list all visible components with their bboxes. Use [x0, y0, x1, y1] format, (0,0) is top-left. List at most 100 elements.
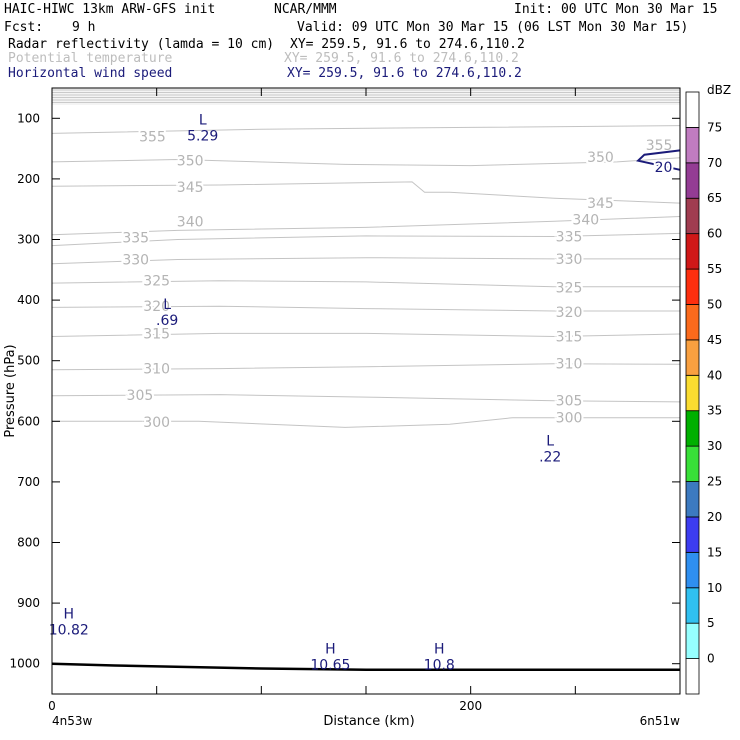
theta-contour-label: 350 [587, 150, 614, 166]
extrema-value: 10.65 [310, 657, 350, 673]
theta-contour-label: 315 [143, 326, 170, 342]
extrema-value: 10.82 [49, 622, 89, 638]
colorbar-bin [685, 445, 700, 482]
colorbar-bin [685, 658, 700, 695]
field-name-wind: Horizontal wind speed [8, 66, 173, 81]
y-tick-label: 500 [17, 354, 40, 368]
theta-contour-label: 330 [556, 252, 583, 268]
colorbar-bin [685, 551, 700, 589]
theta-contour-label: 355 [139, 129, 166, 145]
model-title: HAIC-HIWC 13km ARW-GFS init [4, 2, 216, 17]
theta-contour-label: 310 [143, 362, 170, 378]
organization: NCAR/MMM [274, 2, 337, 17]
theta-contour-label: 350 [177, 154, 204, 170]
colorbar-level-label: 15 [707, 545, 722, 559]
colorbar-bin [685, 304, 700, 341]
init-time: Init: 00 UTC Mon 30 Mar 15 [514, 2, 718, 17]
reflectivity-colorbar: 0 5 10 15 20 25 30 35 40 45 50 55 60 65 70 75 dBZ [685, 83, 731, 695]
extrema-value: .69 [156, 313, 178, 329]
colorbar-level-label: 70 [707, 156, 722, 170]
theta-contour-label: 330 [122, 252, 149, 268]
colorbar-level-label: 60 [707, 227, 722, 241]
forecast-label: Fcst: [4, 20, 44, 35]
theta-contour-330 [51, 257, 680, 265]
colorbar-bin [685, 516, 700, 553]
theta-contour-350 [51, 157, 681, 167]
low-marker: L [199, 112, 207, 128]
colorbar-bin [685, 481, 700, 518]
wind-speed-contours: 20 [636, 149, 681, 178]
x-tick-label: 200 [459, 699, 482, 713]
colorbar-bin [685, 91, 700, 128]
theta-contour-label: 345 [587, 196, 614, 212]
colorbar-level-label: 50 [707, 297, 722, 311]
field-name-theta: Potential temperature [8, 51, 173, 66]
colorbar-level-label: 45 [707, 333, 722, 347]
theta-contour-335 [51, 232, 681, 247]
extrema-value: 5.29 [187, 128, 218, 144]
wind-contour-20 [636, 149, 681, 171]
theta-contour-label: 320 [143, 299, 170, 315]
colorbar-bin [685, 127, 700, 164]
y-tick-label: 300 [17, 233, 40, 247]
y-axis: 100 200 300 400 500 600 700 800 900 1000 [9, 111, 680, 671]
theta-contour-label: 345 [177, 180, 204, 196]
colorbar-level-label: 30 [707, 439, 722, 453]
theta-contour-320 [51, 305, 680, 312]
colorbar-bin [685, 268, 700, 305]
y-tick-label: 400 [17, 293, 40, 307]
valid-time: Valid: 09 UTC Mon 30 Mar 15 (06 LST Mon … [297, 20, 689, 35]
theta-contour-345 [51, 181, 681, 204]
theta-contour-label: 340 [572, 213, 599, 229]
wind-contour-label: 20 [655, 160, 673, 176]
colorbar-level-label: 5 [707, 616, 715, 630]
colorbar-bin [685, 622, 700, 659]
y-tick-label: 1000 [9, 657, 40, 671]
theta-contour-label: 335 [122, 231, 149, 247]
colorbar-bin [685, 197, 700, 235]
field-xy-reflectivity: XY= 259.5, 91.6 to 274.6,110.2 [290, 37, 525, 52]
colorbar-level-label: 20 [707, 510, 722, 524]
theta-contour-label: 300 [143, 415, 170, 431]
terrain-surface-line [51, 662, 680, 672]
theta-contour-355 [51, 125, 681, 134]
colorbar-bin [685, 374, 700, 412]
extrema-value: 10.8 [424, 657, 455, 673]
theta-contour-label: 315 [556, 329, 583, 345]
colorbar-unit: dBZ [707, 83, 731, 97]
theta-contour-label: 300 [556, 411, 583, 427]
high-marker: H [434, 641, 445, 657]
colorbar-level-label: 75 [707, 120, 722, 134]
theta-contour-305 [51, 394, 681, 403]
y-tick-label: 700 [17, 475, 40, 489]
extrema-value: .22 [539, 450, 561, 466]
theta-contour-label: 335 [556, 229, 583, 245]
theta-contour-label: 320 [556, 305, 583, 321]
colorbar-bin [685, 587, 700, 624]
theta-contour-340 [51, 216, 681, 236]
theta-contour-label: 325 [556, 280, 583, 296]
colorbar-level-label: 65 [707, 191, 722, 205]
theta-contour-label: 340 [177, 214, 204, 230]
x-end-location-label: 6n51w [640, 714, 681, 728]
colorbar-level-label: 35 [707, 404, 722, 418]
field-xy-theta: XY= 259.5, 91.6 to 274.6,110.2 [284, 51, 519, 66]
theta-contour-label: 305 [127, 388, 154, 404]
theta-contour-label: 325 [143, 274, 170, 290]
field-xy-wind: XY= 259.5, 91.6 to 274.6,110.2 [287, 66, 522, 81]
x-tick-label: 0 [48, 699, 56, 713]
y-axis-title: Pressure (hPa) [3, 344, 18, 437]
colorbar-level-label: 0 [707, 652, 715, 666]
x-axis-title: Distance (km) [323, 714, 414, 729]
colorbar-level-label: 25 [707, 475, 722, 489]
high-marker: H [63, 606, 74, 622]
theta-contour-label: 355 [646, 138, 673, 154]
y-tick-label: 100 [17, 111, 40, 125]
x-axis: 0 200 [48, 88, 681, 713]
terrain-line [51, 662, 680, 672]
colorbar-level-label: 55 [707, 262, 722, 276]
colorbar-level-label: 10 [707, 581, 722, 595]
low-marker: L [163, 297, 171, 313]
